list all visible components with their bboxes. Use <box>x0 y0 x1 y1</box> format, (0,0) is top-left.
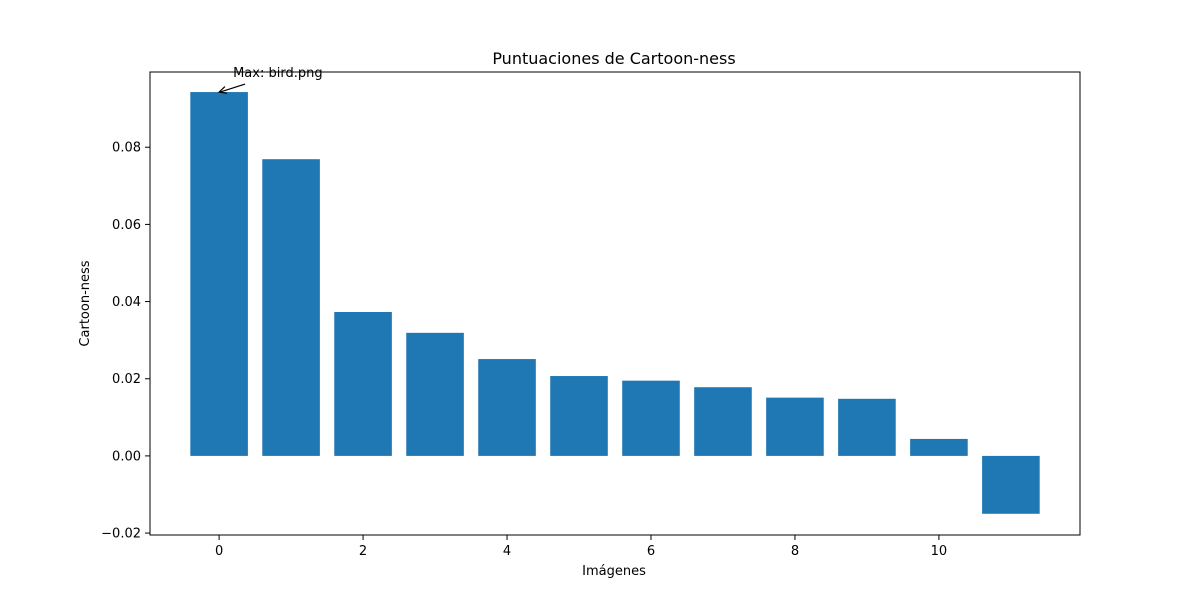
bar-11 <box>982 455 1040 514</box>
x-tick-label: 4 <box>503 544 511 559</box>
bar-4 <box>478 359 536 456</box>
annotation-arrow <box>219 83 246 93</box>
x-tick-label: 0 <box>215 544 223 559</box>
y-tick-label: 0.04 <box>112 295 141 310</box>
y-tick-label: −0.02 <box>101 527 141 542</box>
bar-10 <box>910 438 968 456</box>
x-tick-label: 2 <box>359 544 367 559</box>
y-axis: −0.02 0.00 0.02 0.04 0.06 0.08 <box>101 141 150 542</box>
annotation-arrow-head <box>217 86 228 94</box>
bar-5 <box>550 376 608 456</box>
chart-title: Puntuaciones de Cartoon-ness <box>492 49 735 68</box>
y-tick-label: 0.02 <box>112 372 141 387</box>
y-tick-label: 0.06 <box>112 218 141 233</box>
bar-0 <box>190 92 248 456</box>
bar-1 <box>262 159 320 456</box>
bar-8 <box>766 397 824 456</box>
bar-6 <box>622 380 680 456</box>
bar-3 <box>406 332 464 456</box>
annotation-label: Max: bird.png <box>233 66 323 81</box>
y-axis-label: Cartoon-ness <box>78 260 93 346</box>
plot-frame <box>149 71 1081 536</box>
bar-2 <box>334 311 392 456</box>
x-tick-label: 6 <box>647 544 655 559</box>
x-axis: 0 2 4 6 8 10 <box>215 535 947 559</box>
bars-layer <box>190 92 1040 514</box>
x-tick-label: 8 <box>791 544 799 559</box>
bar-9 <box>838 398 896 456</box>
annotation: Max: bird.png <box>217 66 323 94</box>
x-tick-label: 10 <box>931 544 948 559</box>
bar-7 <box>694 387 752 456</box>
y-tick-label: 0.00 <box>112 449 141 464</box>
x-axis-label: Imágenes <box>582 564 646 579</box>
y-tick-label: 0.08 <box>112 141 141 156</box>
